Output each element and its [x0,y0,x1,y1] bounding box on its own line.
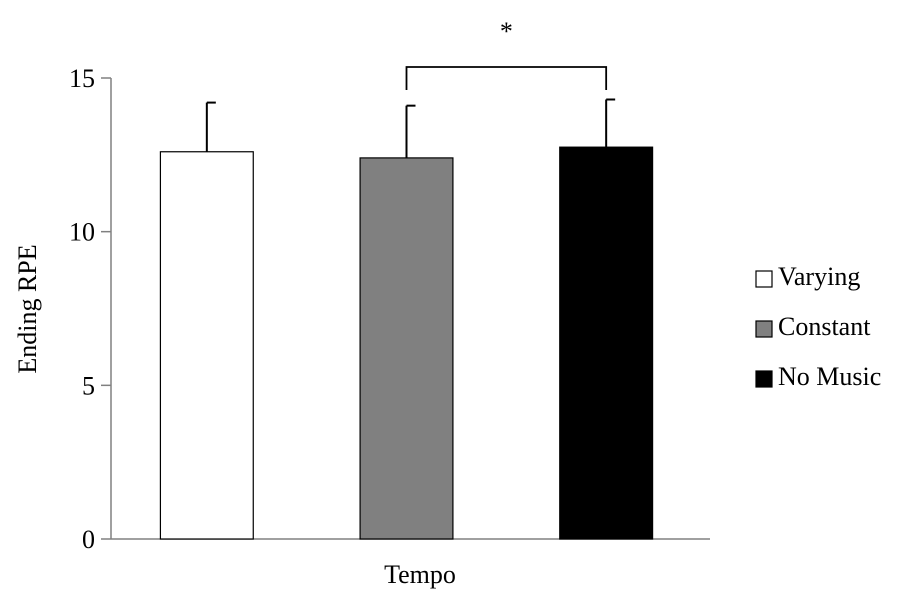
bar-varying [159,151,254,540]
y-tick-label: 10 [69,218,95,247]
bar-no-music [559,146,654,540]
y-axis-label: Ending RPE [13,244,42,373]
legend-label: Varying [778,262,860,291]
x-axis-label: Tempo [384,560,456,589]
legend-swatch-varying [755,270,773,288]
y-ticks: 0 5 10 15 [69,64,111,554]
bars [159,146,654,540]
y-tick-label: 0 [82,525,95,554]
legend-swatch-no-music [755,370,773,388]
legend: Varying Constant No Music [755,262,881,391]
significance-marker: * [500,17,513,46]
significance-annotation: * [405,17,608,90]
legend-swatch-constant [755,320,773,338]
bar-constant [359,157,454,540]
y-tick-label: 15 [69,64,95,93]
significance-bracket [405,66,608,90]
legend-label: Constant [778,312,871,341]
error-bars [205,98,616,158]
legend-label: No Music [778,362,881,391]
y-tick-label: 5 [82,371,95,400]
